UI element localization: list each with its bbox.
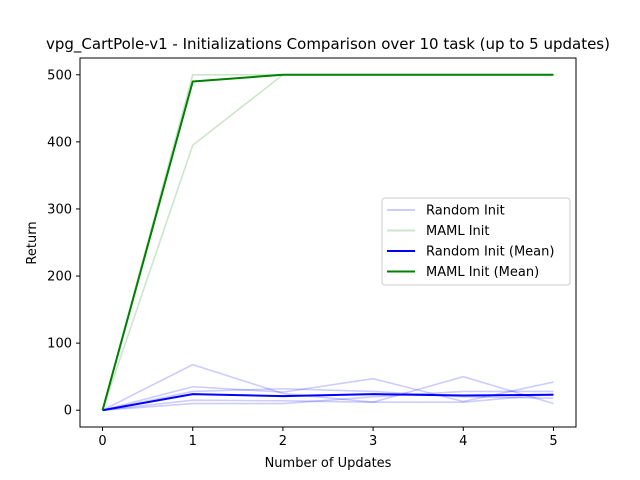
y-tick-label: 100 — [47, 337, 72, 352]
y-tick-label: 300 — [47, 202, 72, 217]
chart-title: vpg_CartPole-v1 - Initializations Compar… — [46, 35, 610, 54]
series-line-1 — [102, 377, 554, 412]
series-line-2 — [102, 387, 554, 412]
y-tick-label: 0 — [64, 404, 72, 419]
y-tick-label: 200 — [47, 270, 72, 285]
x-tick-label: 0 — [98, 434, 106, 449]
x-axis: 0 1 2 3 4 5 — [98, 427, 558, 449]
mean-series-line-1 — [101, 73, 554, 411]
series-line-0 — [102, 363, 554, 411]
x-tick-label: 2 — [279, 434, 287, 449]
legend-label: Random Init — [426, 204, 505, 219]
mean-series-line-0 — [102, 393, 554, 412]
x-tick-label: 5 — [549, 434, 557, 449]
x-tick-label: 1 — [189, 434, 197, 449]
legend: Random Init MAML Init Random Init (Mean) MA… — [381, 197, 571, 286]
x-tick-label: 3 — [369, 434, 377, 449]
plot-area — [101, 73, 554, 412]
series-line-3 — [102, 390, 554, 412]
series-line-4 — [102, 393, 554, 412]
legend-box — [381, 197, 571, 286]
legend-label: MAML Init — [426, 224, 489, 239]
x-axis-label: Number of Updates — [265, 456, 392, 471]
legend-label: MAML Init (Mean) — [426, 265, 539, 280]
y-axis-label: Return — [25, 221, 40, 264]
y-tick-label: 400 — [47, 135, 72, 150]
legend-label: Random Init (Mean) — [426, 245, 554, 260]
axes-frame — [79, 57, 577, 428]
y-tick-label: 500 — [47, 68, 72, 83]
x-tick-label: 4 — [459, 434, 467, 449]
y-axis: 0 100 200 300 400 500 — [47, 68, 80, 419]
